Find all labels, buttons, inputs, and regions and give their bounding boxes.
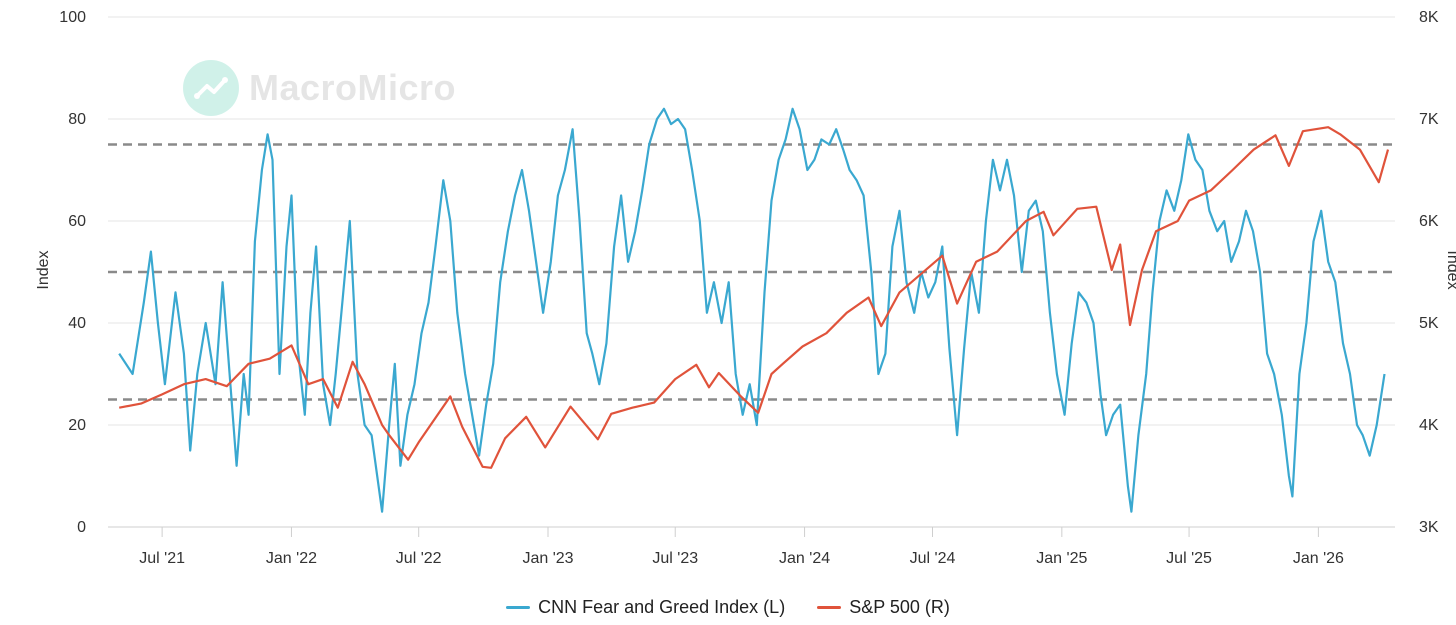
legend-swatch-sp500 — [817, 605, 842, 609]
y-left-tick-label: 100 — [59, 9, 86, 26]
y-right-tick-label: 7K — [1419, 111, 1439, 128]
y-left-tick-label: 40 — [68, 315, 86, 332]
y-left-axis-title: Index — [35, 250, 52, 289]
watermark: MacroMicro — [183, 60, 456, 116]
y-left-tick-label: 20 — [68, 417, 86, 434]
fear-greed-series-line — [118, 107, 1386, 513]
x-tick-label: Jan '26 — [1293, 550, 1344, 567]
y-right-tick-label: 6K — [1419, 213, 1439, 230]
y-right-tick-label: 8K — [1419, 9, 1439, 26]
legend: CNN Fear and Greed Index (L) S&P 500 (R) — [0, 590, 1456, 624]
reference-lines — [108, 143, 1395, 401]
legend-label-fear-greed: CNN Fear and Greed Index (L) — [538, 596, 786, 617]
x-tick-label: Jul '25 — [1166, 550, 1212, 567]
y-right-tick-label: 3K — [1419, 519, 1439, 536]
x-tick-label: Jul '23 — [652, 550, 698, 567]
y-left-tick-label: 0 — [77, 519, 86, 536]
y-right-axis-title: Index — [1444, 250, 1456, 289]
x-tick-label: Jul '24 — [910, 550, 956, 567]
x-tick-label: Jan '23 — [522, 550, 573, 567]
x-tick-label: Jan '22 — [266, 550, 317, 567]
legend-item-sp500[interactable]: S&P 500 (R) — [817, 597, 950, 618]
watermark-text: MacroMicro — [249, 67, 457, 108]
y-right-tick-label: 4K — [1419, 417, 1439, 434]
x-tick-label: Jan '24 — [779, 550, 830, 567]
x-tick-label: Jul '22 — [396, 550, 442, 567]
macromicro-logo-icon — [183, 60, 239, 116]
legend-swatch-fear-greed — [506, 605, 531, 609]
x-tick-label: Jul '21 — [139, 550, 185, 567]
series-lines — [118, 107, 1390, 513]
y-left-tick-label: 80 — [68, 111, 86, 128]
axes: 0 20 40 60 80 100 3K 4K 5K 6K 7K 8K Jul '21 Jan '22 Ju… — [35, 9, 1456, 567]
y-left-tick-label: 60 — [68, 213, 86, 230]
legend-item-fear-greed[interactable]: CNN Fear and Greed Index (L) — [506, 597, 785, 618]
y-right-tick-label: 5K — [1419, 315, 1439, 332]
sp500-series-line — [118, 126, 1390, 469]
x-tick-label: Jan '25 — [1036, 550, 1087, 567]
legend-label-sp500: S&P 500 (R) — [849, 596, 950, 617]
grid-lines — [108, 16, 1395, 528]
